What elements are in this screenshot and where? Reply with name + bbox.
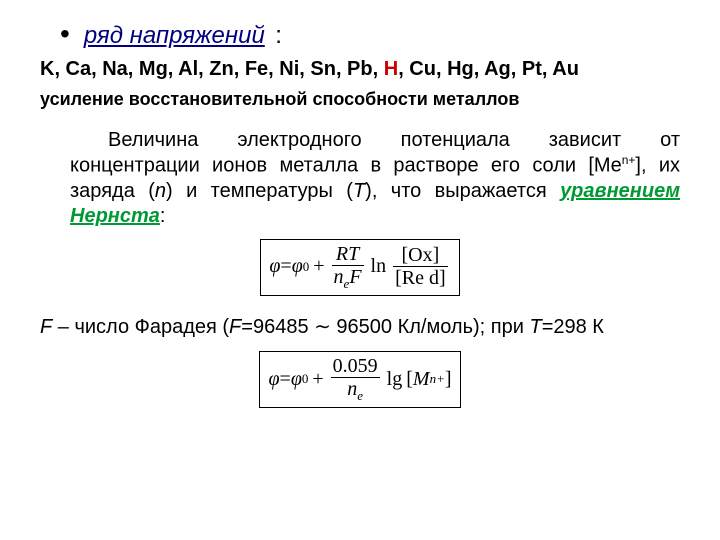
- f2-eq: =: [280, 368, 291, 391]
- f1-rt: RT: [336, 243, 359, 265]
- f1-sup0: 0: [303, 259, 310, 275]
- far-t1: – число Фарадея (: [52, 316, 229, 338]
- para-frag-3: ) и температуры (: [166, 180, 353, 202]
- f2-plus: +: [312, 368, 323, 391]
- reinforcement-text: усиление восстановительной способности м…: [40, 89, 690, 110]
- f1-red: [Re d]: [393, 267, 448, 289]
- series-left: K, Ca, Na, Mg, Al, Zn, Fe, Ni, Sn, Pb,: [40, 58, 384, 80]
- f2-n: n: [347, 378, 357, 400]
- f2-num: 0.059: [331, 355, 380, 377]
- far-T: T: [529, 316, 541, 338]
- f1-frac1: RT neF: [332, 243, 364, 291]
- bullet-title: ряд напряжений: [84, 22, 265, 49]
- f2-phi0: φ: [291, 368, 302, 391]
- f1-phi0: φ: [292, 255, 303, 278]
- para-T: T: [353, 180, 365, 202]
- series-h: H: [384, 58, 398, 80]
- f1-ox: [Ox]: [400, 244, 442, 266]
- series-right: , Cu, Hg, Ag, Pt, Au: [398, 58, 579, 80]
- bullet-colon: :: [275, 22, 282, 49]
- far-t4: =298 К: [542, 316, 604, 338]
- formula-2-wrap: φ = φ0 + 0.059 ne lg [M n+]: [30, 351, 690, 408]
- formula-1-wrap: φ = φ0 + RT neF ln [Ox] [Re d]: [30, 239, 690, 296]
- f2-M: M: [413, 368, 430, 391]
- bullet-item: • ряд напряжений :: [30, 20, 690, 50]
- f1-plus: +: [313, 255, 324, 278]
- f1-n: n: [334, 266, 344, 288]
- f1-F: F: [349, 266, 361, 288]
- faraday-line: F – число Фарадея (F=96485 ∼ 96500 Кл/мо…: [40, 314, 680, 339]
- bullet-marker: •: [60, 20, 70, 48]
- f2-frac: 0.059 ne: [331, 355, 380, 403]
- f1-ln: ln: [371, 255, 387, 278]
- far-F1: F: [40, 316, 52, 338]
- formula-1-box: φ = φ0 + RT neF ln [Ox] [Re d]: [260, 239, 459, 296]
- f1-phi: φ: [269, 255, 280, 278]
- f2-Msup: n+: [430, 371, 445, 387]
- para-n: n: [155, 180, 166, 202]
- f2-e: e: [357, 388, 363, 403]
- far-F2: F: [229, 316, 241, 338]
- description-paragraph: Величина электродного потенциала зависит…: [70, 128, 680, 229]
- para-frag-1: Величина электродного потенциала зависит…: [70, 129, 680, 177]
- f2-bracket-open: [: [406, 368, 413, 391]
- formula-2-box: φ = φ0 + 0.059 ne lg [M n+]: [259, 351, 460, 408]
- para-frag-4: ), что выражается: [365, 180, 560, 202]
- f2-lg: lg: [387, 368, 403, 391]
- f2-close: ]: [445, 368, 452, 391]
- f2-phi: φ: [268, 368, 279, 391]
- f1-frac2: [Ox] [Re d]: [393, 244, 448, 289]
- para-sup: n+: [622, 153, 636, 167]
- f1-eq: =: [280, 255, 291, 278]
- formula-1: φ = φ0 + RT neF ln [Ox] [Re d]: [269, 243, 450, 291]
- formula-2: φ = φ0 + 0.059 ne lg [M n+]: [268, 355, 451, 403]
- far-t2: =96485 ∼ 96500 Кл/моль); при: [241, 316, 529, 338]
- para-colon: :: [160, 205, 166, 227]
- f2-sup0: 0: [302, 371, 309, 387]
- activity-series: K, Ca, Na, Mg, Al, Zn, Fe, Ni, Sn, Pb, H…: [40, 58, 690, 81]
